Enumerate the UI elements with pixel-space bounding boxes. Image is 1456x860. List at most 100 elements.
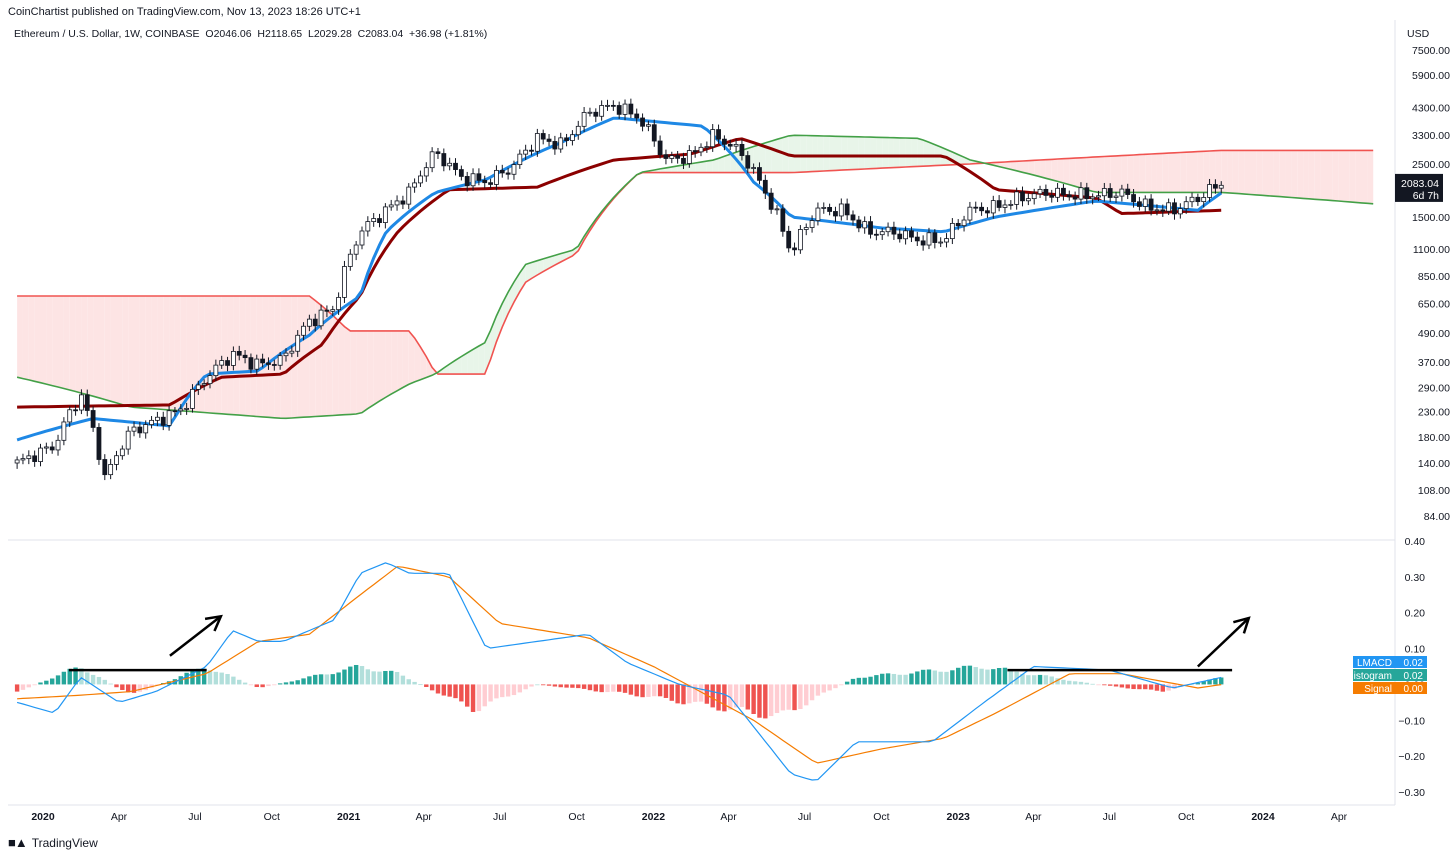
cloud-segment: [823, 135, 830, 171]
candle-up: [254, 358, 260, 370]
candle-up: [283, 352, 289, 357]
arrow-icon: [1197, 617, 1250, 668]
histogram-bar: [780, 684, 786, 711]
histogram-bar: [1084, 682, 1090, 685]
candle-down: [1043, 188, 1049, 196]
cloud-segment: [63, 296, 70, 391]
histogram-bar: [313, 674, 318, 685]
cloud-segment: [81, 296, 88, 395]
cloud-segment: [75, 296, 82, 394]
cloud-segment: [40, 296, 47, 385]
cloud-segment: [572, 246, 579, 257]
cloud-segment: [1273, 150, 1280, 197]
time-tick-label: Jul: [798, 811, 811, 823]
candle-up: [1031, 193, 1037, 200]
cloud-segment: [332, 315, 339, 416]
candle-down: [663, 154, 669, 159]
candle-down: [745, 155, 751, 169]
candle-up: [587, 111, 593, 114]
histogram-bar: [622, 684, 628, 693]
publisher-info: CoinChartist published on TradingView.co…: [8, 6, 361, 18]
cloud-segment: [1355, 150, 1362, 203]
histogram-bar: [353, 664, 359, 685]
cloud-segment: [221, 296, 228, 415]
cloud-segment: [1209, 150, 1216, 193]
cloud-segment: [1314, 150, 1321, 200]
cloud-segment: [1151, 153, 1157, 193]
histogram-bar: [1219, 677, 1224, 685]
macd-tick-label: −0.10: [1398, 715, 1425, 727]
candle-up: [570, 134, 575, 141]
histogram-bar: [1125, 684, 1130, 689]
candle-down: [102, 459, 108, 476]
cloud-segment: [1045, 159, 1052, 180]
candle-up: [885, 226, 891, 233]
cloud-segment: [344, 326, 351, 415]
low-value: L2029.28: [307, 28, 352, 40]
cloud-segment: [192, 296, 199, 413]
candle-up: [342, 266, 347, 298]
candle-up: [207, 375, 213, 385]
candle-up: [330, 309, 336, 312]
cloud-segment: [455, 356, 462, 375]
candle-up: [388, 204, 394, 208]
candle-down: [1131, 194, 1136, 203]
macd-tick-label: −0.30: [1398, 787, 1425, 799]
cloud-segment: [338, 320, 345, 416]
time-tick-label: Oct: [568, 811, 584, 823]
time-tick-label: 2020: [31, 811, 55, 823]
histogram-bar: [260, 684, 265, 688]
cloud-segment: [1092, 156, 1099, 193]
cloud-segment: [911, 138, 918, 167]
candle-up: [581, 112, 587, 127]
histogram-bar: [1067, 680, 1072, 685]
macd-legend-value-badge: [1397, 682, 1427, 694]
cloud-segment: [1361, 150, 1368, 204]
cloud-segment: [1057, 158, 1064, 184]
cloud-segment: [104, 296, 111, 402]
cloud-segment: [1133, 154, 1140, 193]
histogram-bar: [324, 674, 330, 685]
candle-up: [67, 409, 73, 423]
cloud-segment: [1116, 155, 1122, 193]
cloud-segment: [151, 296, 158, 410]
candle-up: [517, 153, 523, 166]
candle-down: [1172, 202, 1177, 215]
candle-up: [289, 350, 295, 354]
histogram-bar: [371, 671, 376, 685]
candle-up: [143, 424, 149, 434]
candle-up: [523, 149, 529, 155]
histogram-bar: [926, 669, 932, 685]
candle-up: [359, 230, 365, 246]
candle-down: [973, 206, 979, 209]
price-tick-label: 290.00: [1418, 382, 1450, 394]
histogram-bar: [237, 679, 242, 685]
histogram-bar: [745, 684, 750, 710]
candle-down: [721, 138, 727, 145]
cloud-segment: [1279, 150, 1286, 198]
cloud-segment: [870, 137, 877, 169]
cloud-segment: [134, 296, 140, 408]
arrow-head-icon: [204, 614, 223, 632]
candle-up: [201, 383, 207, 386]
histogram-bar: [774, 684, 780, 714]
candle-up: [1090, 196, 1096, 200]
histogram-bar: [365, 669, 371, 685]
cloud-segment: [1110, 155, 1117, 193]
candle-down: [1020, 191, 1025, 202]
candle-up: [1177, 208, 1183, 215]
candle-up: [336, 296, 342, 311]
candle-down: [932, 232, 938, 243]
candle-up: [1002, 204, 1008, 208]
candle-down: [546, 138, 552, 142]
candle-down: [955, 222, 961, 227]
cloud-segment: [145, 296, 152, 409]
histogram-bar: [657, 684, 663, 697]
histogram-bar: [38, 682, 43, 685]
price-tick-label: 3300.00: [1412, 130, 1450, 142]
candle-up: [961, 219, 967, 227]
cloud-segment: [888, 137, 894, 168]
cloud-segment: [1291, 150, 1298, 198]
histogram-bar: [207, 670, 213, 685]
